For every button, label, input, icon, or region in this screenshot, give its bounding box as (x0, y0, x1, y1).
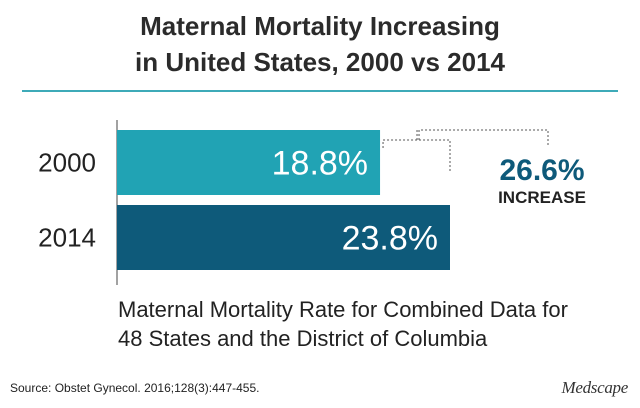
source-citation: Source: Obstet Gynecol. 2016;128(3):447-… (10, 381, 260, 395)
caption-line-2: 48 States and the District of Columbia (118, 326, 488, 351)
bar-value-label-2014: 23.8% (342, 220, 438, 258)
connector-layer (382, 128, 549, 172)
bars-layer: 18.8% 2000 23.8% 2014 (38, 130, 450, 270)
title-line-1: Maternal Mortality Increasing (140, 11, 500, 41)
medscape-logo: Medscape (561, 378, 628, 397)
title-divider (22, 90, 618, 92)
outer-bracket (418, 129, 549, 146)
bar-2014 (117, 205, 450, 270)
bar-2000 (117, 130, 381, 195)
increase-label: INCREASE (498, 188, 586, 207)
caption-line-1: Maternal Mortality Rate for Combined Dat… (118, 297, 568, 322)
inner-bracket (382, 139, 451, 172)
title-line-2: in United States, 2000 vs 2014 (135, 47, 505, 77)
chart-title: Maternal Mortality Increasing in United … (0, 8, 640, 80)
bar-chart: 18.8% 2000 23.8% 2014 26.6% INCREASE (38, 120, 586, 285)
increase-value: 26.6% (499, 154, 584, 187)
bar-value-label-2000: 18.8% (272, 145, 368, 183)
chart-caption: Maternal Mortality Rate for Combined Dat… (118, 295, 628, 353)
category-label-2014: 2014 (38, 223, 96, 253)
category-label-2000: 2000 (38, 148, 96, 178)
